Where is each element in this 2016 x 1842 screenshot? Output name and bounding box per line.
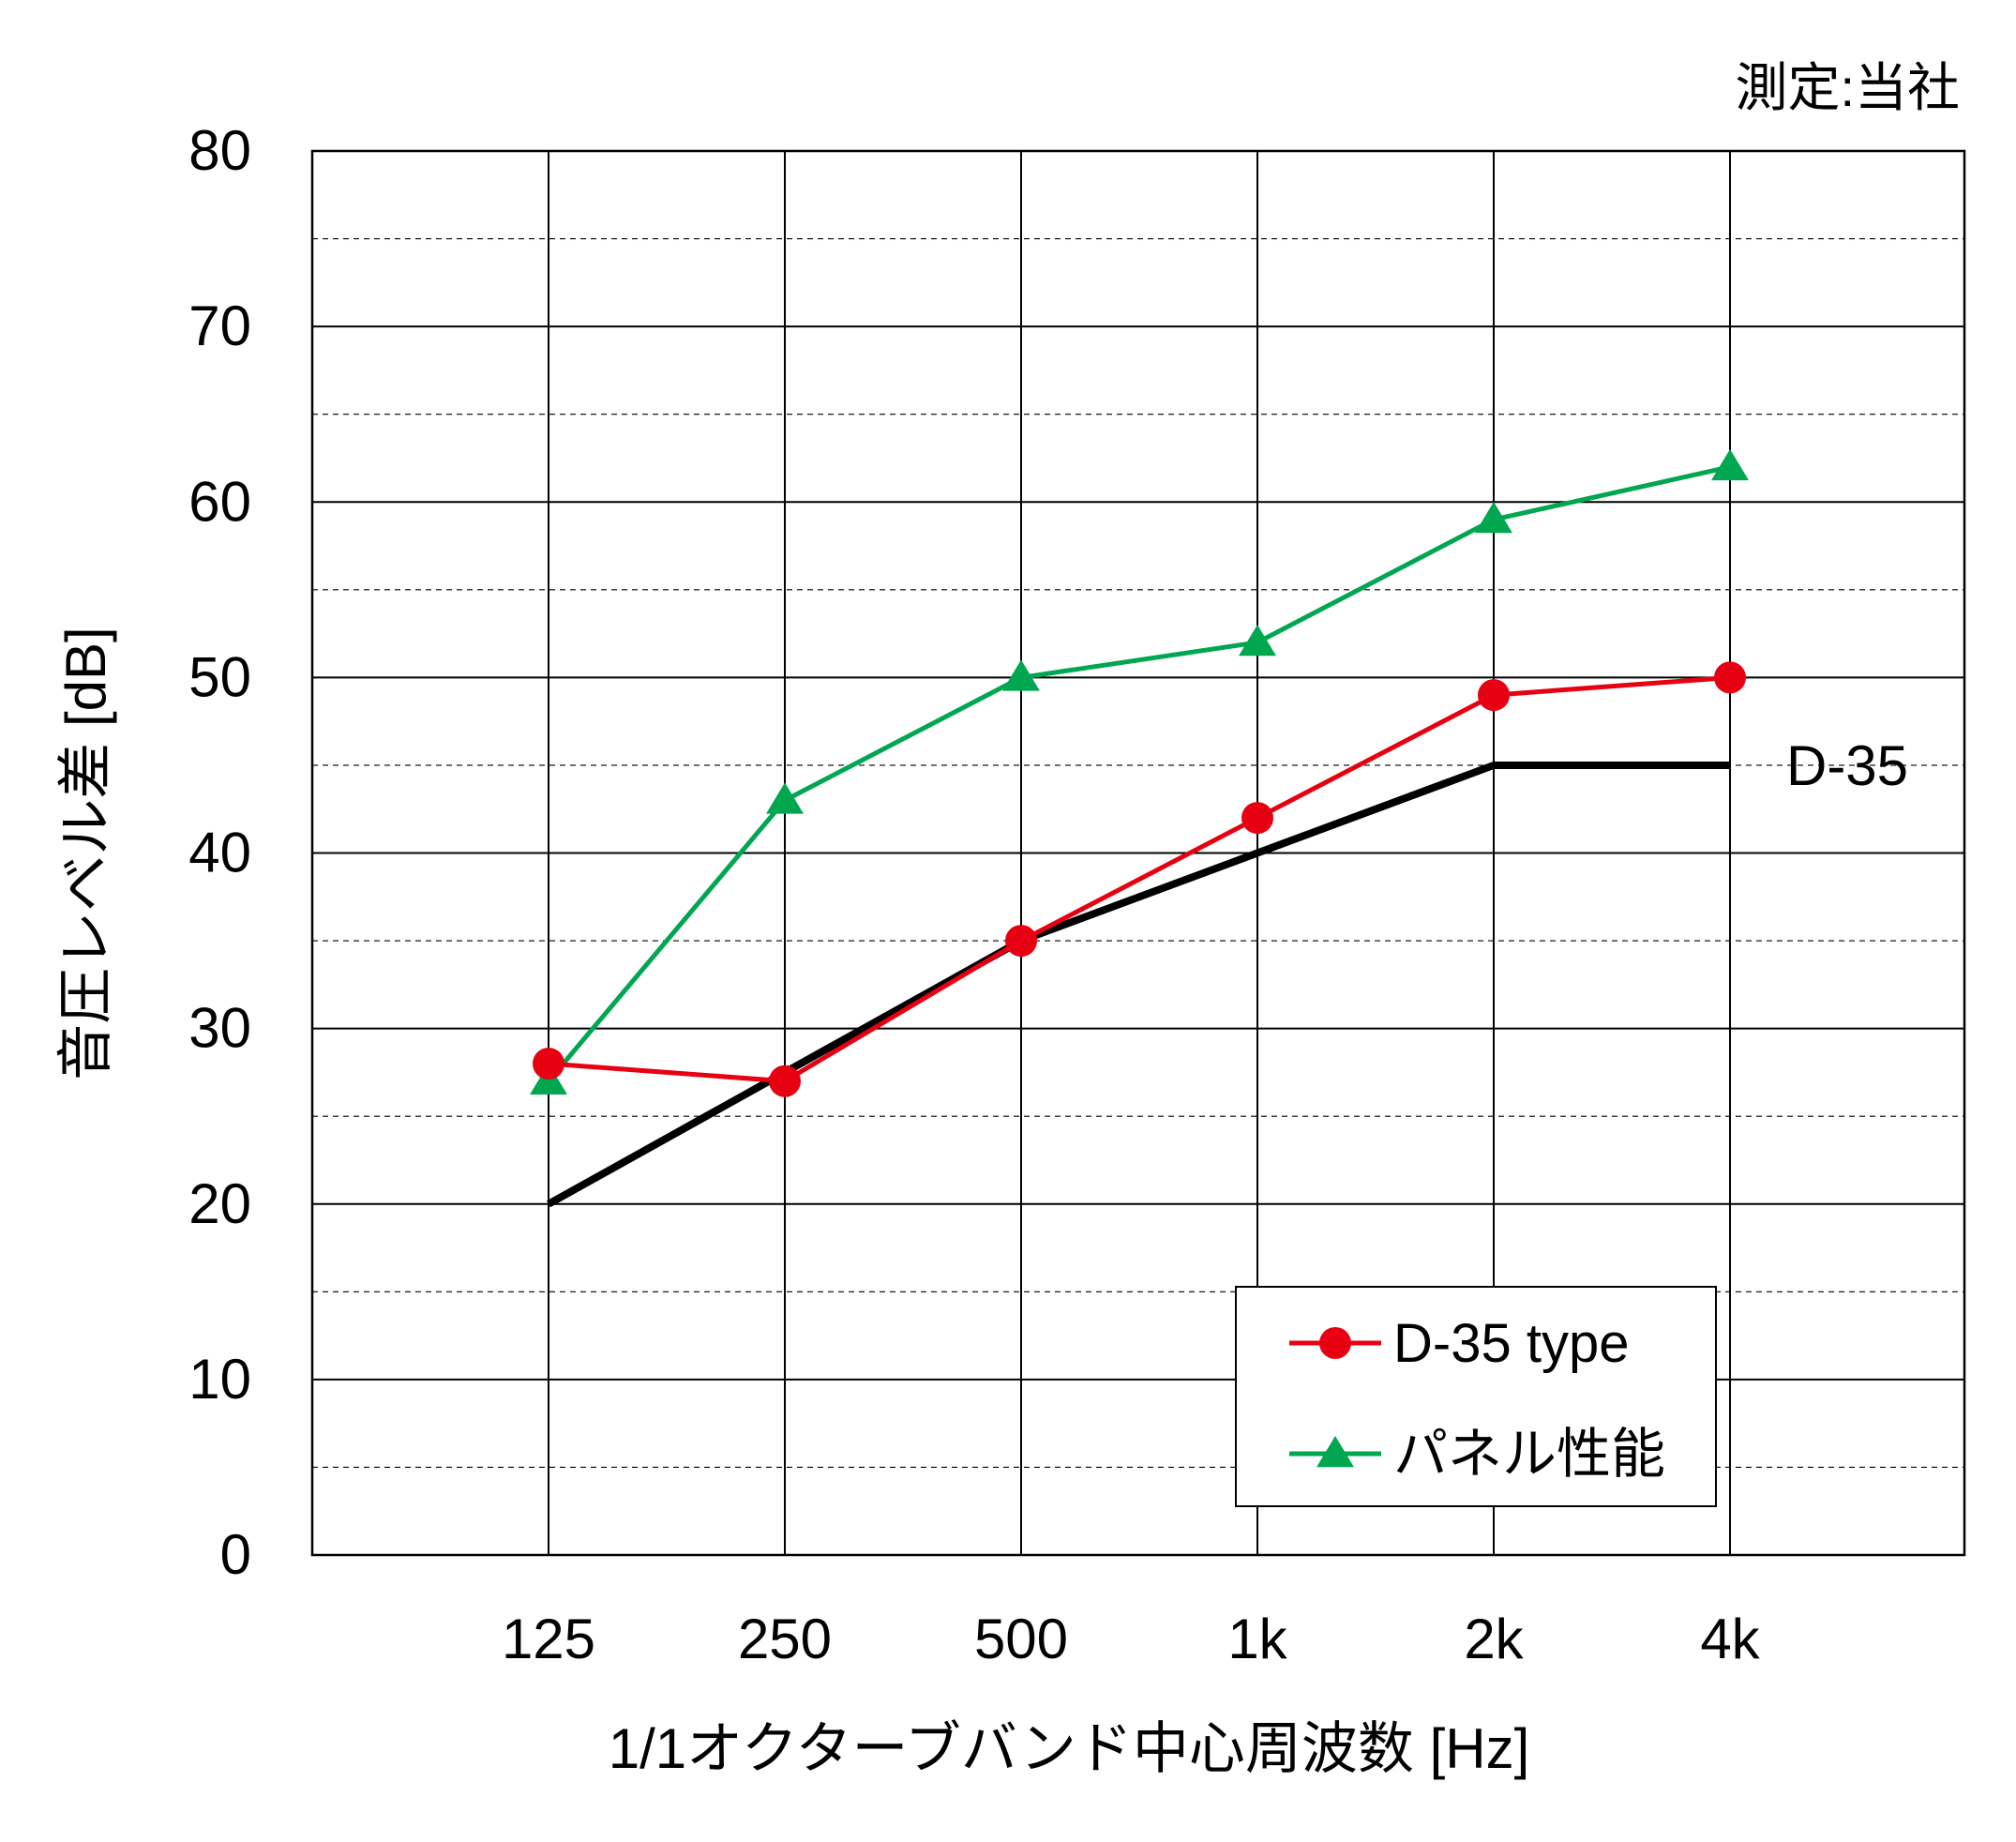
series-2 [530,448,1749,1095]
x-axis-ticks: 125 250 500 1k 2k 4k [502,1608,1761,1670]
legend-marker [1319,1327,1351,1359]
plot-area [310,149,1966,1557]
y-axis-title: 音圧レベル差 [dB] [54,627,117,1080]
data-point [533,1048,564,1080]
legend-label: D-35 type [1393,1313,1629,1374]
y-axis-ticks: 0 10 20 30 40 50 60 70 80 [188,119,251,1586]
x-axis-title: 1/1オクターブバンド中心周波数 [Hz] [609,1717,1530,1780]
series-line [548,674,1731,1084]
data-point [1239,624,1276,657]
data-point [1005,925,1037,958]
y-tick-label: 30 [188,997,251,1060]
data-point [1478,679,1510,712]
x-tick-label: 2k [1464,1608,1524,1670]
data-point [1002,659,1040,691]
x-tick-label: 250 [738,1608,832,1670]
y-tick-label: 80 [188,119,251,182]
x-tick-label: 1k [1227,1608,1287,1670]
legend-label: パネル性能 [1393,1424,1665,1485]
y-tick-label: 70 [188,294,251,357]
data-point [769,1064,801,1097]
y-tick-label: 40 [188,822,251,884]
series-1 [533,661,1746,1097]
y-tick-label: 0 [220,1523,251,1586]
legend-box [1235,1286,1717,1507]
y-tick-label: 10 [188,1348,251,1411]
data-point [1711,448,1749,481]
legend: D-35 type パネル性能 [1235,1286,1717,1507]
y-tick-label: 20 [188,1172,251,1235]
data-point [1241,802,1273,835]
data-point [766,782,804,814]
x-tick-label: 4k [1700,1608,1760,1670]
reference-line [547,761,1730,1208]
data-point [1475,501,1512,534]
series-line [547,464,1731,1083]
data-point [1714,661,1746,694]
y-tick-label: 60 [188,470,251,533]
x-tick-label: 125 [502,1608,595,1670]
grid [312,151,1964,1555]
legend-marker [1316,1436,1354,1468]
reference-label: D-35 [1786,734,1908,797]
series-layer [530,448,1749,1097]
y-tick-label: 50 [188,645,251,708]
x-tick-label: 500 [974,1608,1068,1670]
reference-curve: D-35 [547,734,1908,1208]
measurement-note: 測定:当社 [1735,58,1960,117]
